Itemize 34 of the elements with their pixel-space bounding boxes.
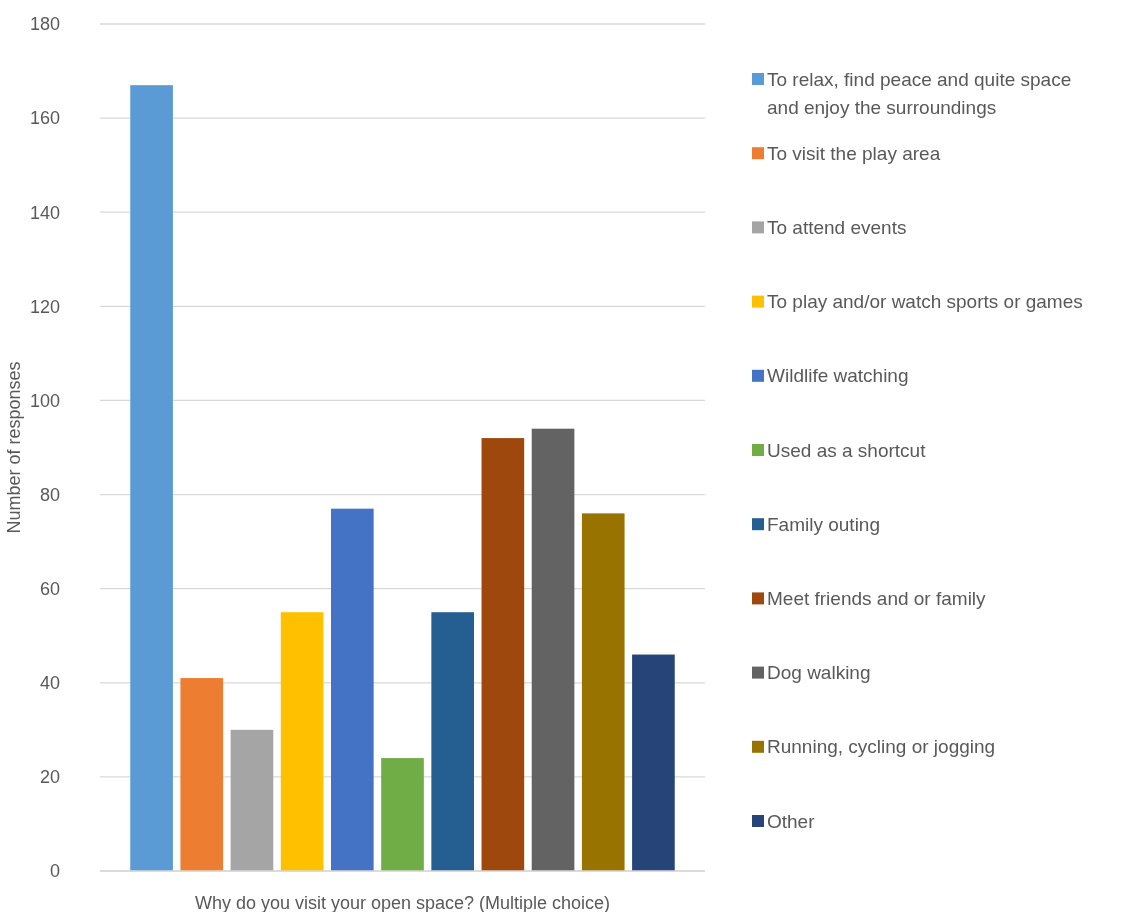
y-tick-label: 60 bbox=[39, 578, 60, 599]
bar bbox=[431, 612, 475, 871]
legend-label: To visit the play area bbox=[767, 142, 941, 164]
legend-label: Family outing bbox=[767, 513, 880, 535]
bar bbox=[280, 612, 324, 871]
y-tick-label: 20 bbox=[39, 767, 60, 788]
legend-label: Dog walking bbox=[767, 662, 871, 684]
bar bbox=[180, 678, 224, 871]
bar bbox=[531, 428, 575, 871]
legend-label: To attend events bbox=[767, 217, 907, 239]
bar bbox=[381, 758, 424, 871]
y-tick-label: 40 bbox=[39, 673, 60, 694]
legend-label: Meet friends and or family bbox=[767, 588, 987, 610]
y-tick-label: 140 bbox=[29, 202, 60, 223]
bar bbox=[330, 508, 374, 871]
y-tick-label: 0 bbox=[49, 861, 60, 882]
legend-label: To relax, find peace and quite space and enjoy the surroundings bbox=[767, 68, 1072, 118]
bar bbox=[481, 438, 525, 871]
legend-label: To play and/or watch sports or games bbox=[767, 291, 1083, 313]
legend-label: Running, cycling or jogging bbox=[767, 736, 996, 758]
y-tick-label: 80 bbox=[39, 484, 60, 505]
y-tick-label: 120 bbox=[29, 296, 60, 317]
bar bbox=[130, 85, 173, 871]
bar bbox=[581, 513, 625, 871]
bar bbox=[230, 729, 274, 871]
bar bbox=[632, 654, 675, 871]
y-axis-title: Number of responses bbox=[4, 361, 24, 534]
legend-label: Other bbox=[767, 810, 816, 832]
y-tick-label: 100 bbox=[29, 390, 60, 411]
x-axis-title: Why do you visit your open space? (Multiple choice) bbox=[194, 893, 611, 912]
legend-label: Wildlife watching bbox=[767, 365, 909, 387]
y-tick-label: 180 bbox=[29, 14, 60, 35]
legend-label: Used as a shortcut bbox=[767, 439, 927, 461]
y-tick-label: 160 bbox=[29, 108, 60, 129]
